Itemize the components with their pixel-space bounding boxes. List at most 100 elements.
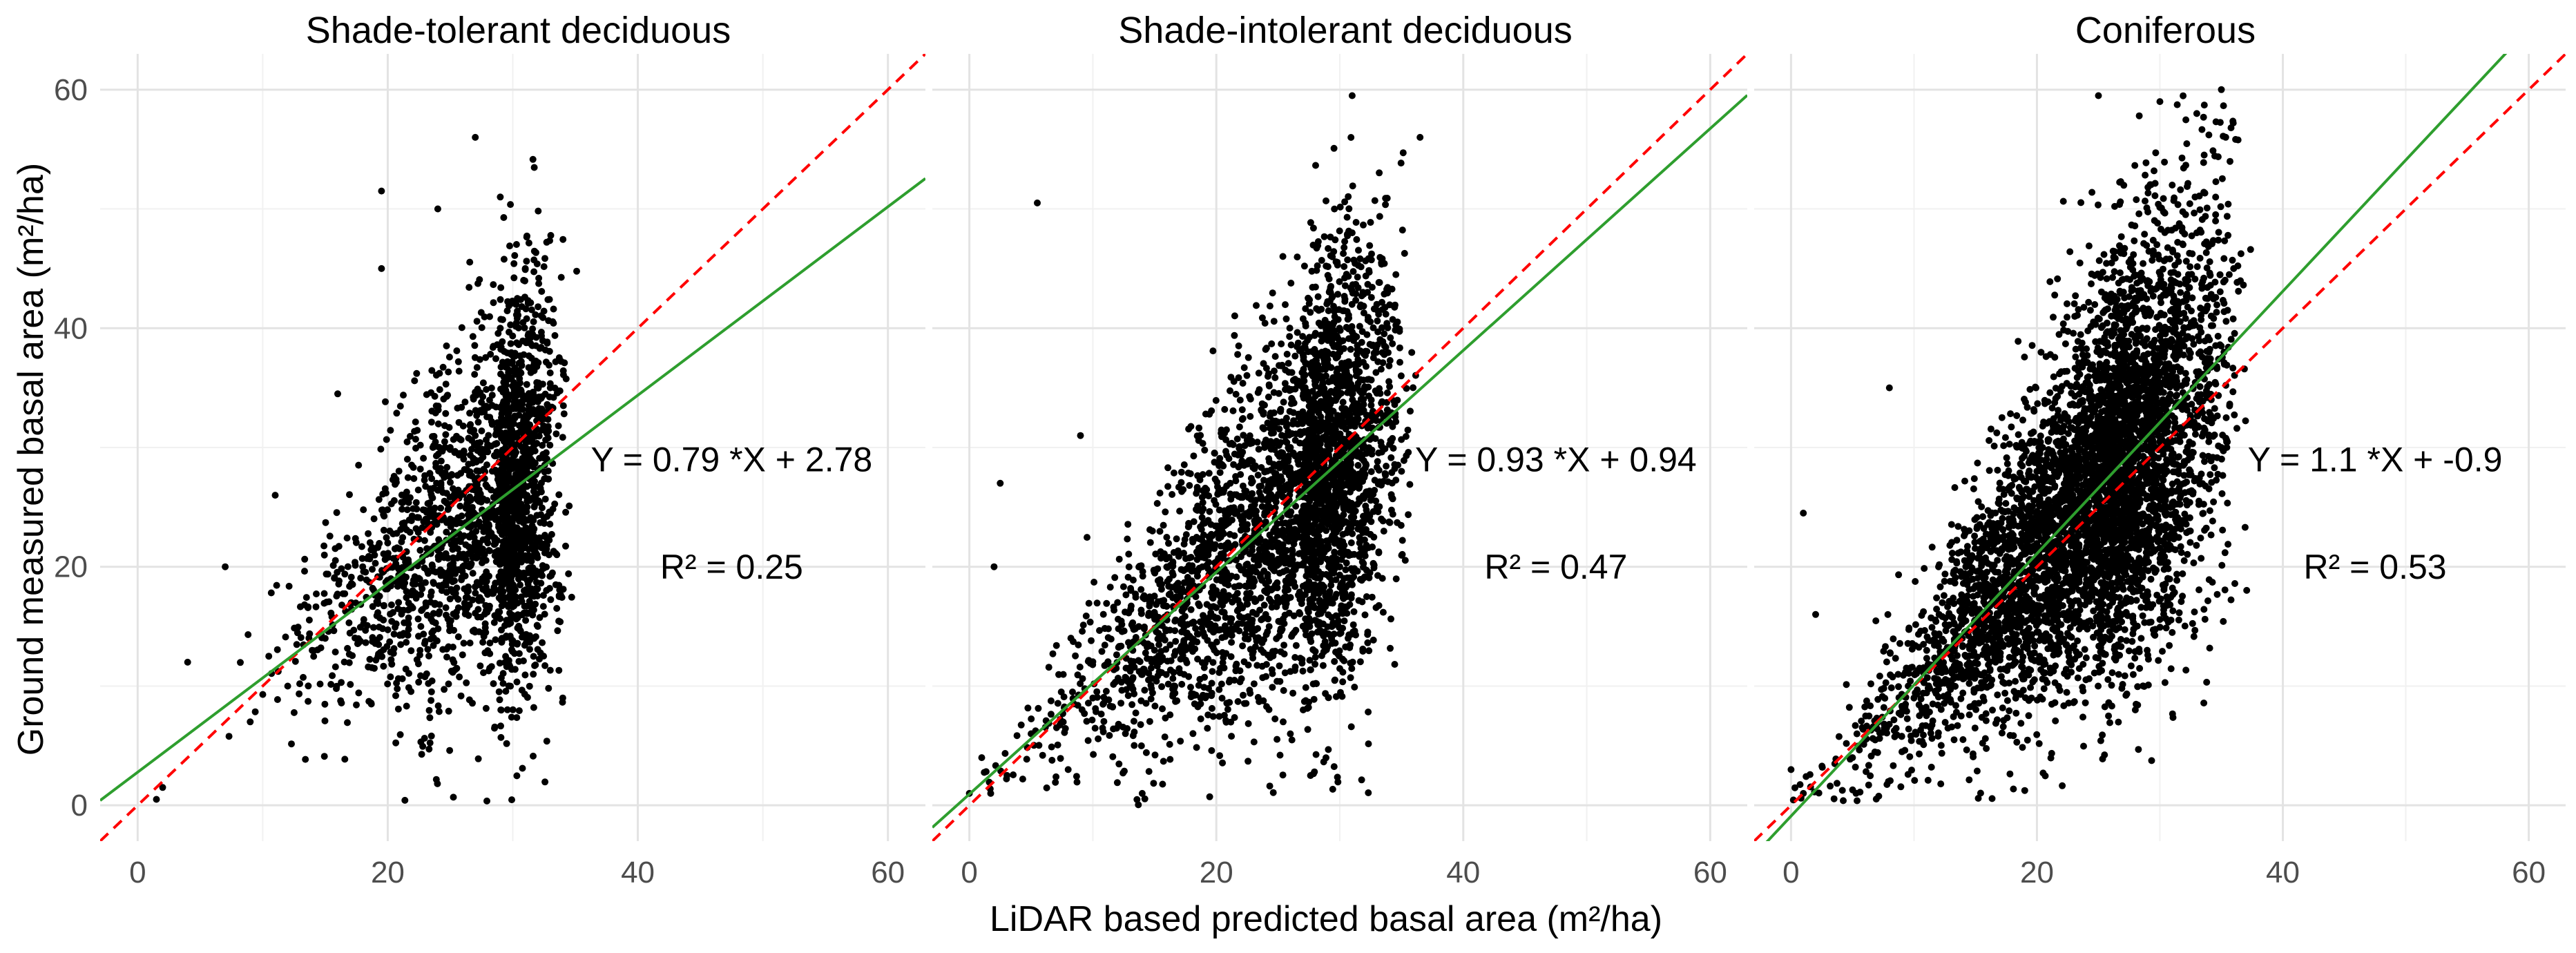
points-group <box>153 133 580 805</box>
data-point <box>405 614 412 622</box>
data-point <box>1003 775 1010 782</box>
data-point <box>1093 688 1101 695</box>
data-point <box>1328 568 1336 575</box>
x-tick-label: 20 <box>371 856 405 889</box>
data-point <box>1124 521 1132 528</box>
data-point <box>1205 470 1213 477</box>
data-point <box>498 452 506 459</box>
data-point <box>546 369 554 376</box>
data-point <box>430 507 437 514</box>
data-point <box>499 670 507 677</box>
data-point <box>474 280 481 287</box>
data-point <box>1317 486 1325 494</box>
data-point <box>503 740 510 747</box>
data-point <box>1262 487 1270 494</box>
data-point <box>436 601 443 608</box>
data-point <box>465 563 473 570</box>
data-point <box>1378 255 1386 262</box>
data-point <box>1314 238 1322 245</box>
data-point <box>1055 671 1062 678</box>
data-point <box>1379 517 1387 525</box>
data-point <box>312 603 320 610</box>
data-point <box>544 296 552 303</box>
data-point <box>562 508 570 516</box>
data-point <box>1294 329 1301 336</box>
data-point <box>398 506 406 513</box>
data-point <box>526 632 534 639</box>
data-point <box>1367 518 1375 526</box>
data-point <box>519 319 527 327</box>
data-point <box>334 390 341 398</box>
data-point <box>377 445 385 453</box>
data-point <box>418 607 425 615</box>
data-point <box>394 605 402 613</box>
data-point <box>333 593 340 600</box>
data-point <box>1206 508 1213 515</box>
data-point <box>1336 227 1343 235</box>
data-point <box>505 603 512 610</box>
data-point <box>532 311 539 318</box>
data-point <box>534 623 541 630</box>
data-point <box>337 697 345 704</box>
data-point <box>1398 227 1406 234</box>
data-point <box>535 432 543 440</box>
data-point <box>480 669 487 677</box>
data-point <box>320 542 328 550</box>
data-point <box>500 214 508 221</box>
data-point <box>1124 664 1131 672</box>
data-point <box>1220 588 1227 595</box>
data-point <box>340 658 348 666</box>
data-point <box>446 493 454 501</box>
data-point <box>1088 637 1095 644</box>
data-point <box>1070 638 1077 646</box>
data-point <box>1271 353 1279 360</box>
data-point <box>184 658 191 666</box>
data-point <box>1349 621 1357 628</box>
data-point <box>1296 347 1303 354</box>
data-point <box>401 619 408 626</box>
data-point <box>1367 401 1375 409</box>
data-point <box>1347 591 1355 599</box>
data-point <box>481 468 489 475</box>
data-point <box>496 696 503 704</box>
data-point <box>506 328 512 336</box>
data-point <box>394 705 402 713</box>
data-point <box>1386 383 1394 390</box>
data-point <box>420 630 427 638</box>
x-tick-label: 20 <box>1200 856 1233 889</box>
data-point <box>1239 642 1247 650</box>
data-point <box>1186 482 1193 489</box>
data-point <box>1131 742 1138 749</box>
data-point <box>1288 736 1296 744</box>
data-point <box>1187 684 1194 691</box>
data-point <box>1358 598 1366 606</box>
data-point <box>1178 680 1186 688</box>
data-point <box>1166 740 1173 748</box>
data-point <box>290 709 298 716</box>
data-point <box>1208 747 1215 754</box>
data-point <box>434 403 442 410</box>
data-point <box>347 681 354 689</box>
data-point <box>1151 751 1159 759</box>
data-point <box>546 585 553 592</box>
data-point <box>305 635 313 642</box>
data-point <box>1367 376 1375 384</box>
data-point <box>544 416 552 423</box>
data-point <box>1084 737 1092 744</box>
data-point <box>1334 291 1342 298</box>
data-point <box>447 479 454 486</box>
data-point <box>1258 616 1265 624</box>
data-point <box>477 613 485 621</box>
data-point <box>515 657 523 665</box>
data-point <box>483 413 491 421</box>
data-point <box>1225 455 1233 463</box>
data-point <box>1293 514 1300 521</box>
data-point <box>313 590 320 597</box>
data-point <box>378 187 385 195</box>
data-point <box>1204 711 1212 719</box>
data-point <box>341 570 349 578</box>
data-point <box>1177 738 1184 745</box>
data-point <box>490 299 497 307</box>
data-point <box>1271 581 1279 589</box>
data-point <box>543 738 550 745</box>
